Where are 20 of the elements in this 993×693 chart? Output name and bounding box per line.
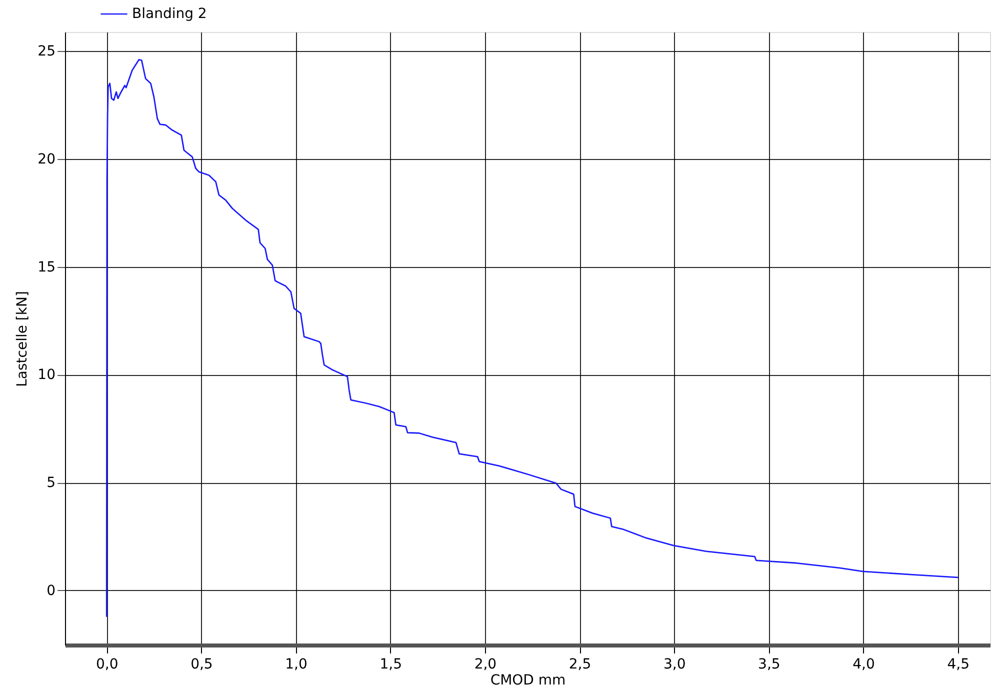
x-tick-label: 2,0 xyxy=(474,656,497,672)
line-series xyxy=(106,58,959,618)
y-tick-label: 15 xyxy=(38,259,56,276)
y-tick-label: 10 xyxy=(38,367,56,384)
y-tick-label: 25 xyxy=(38,43,56,60)
x-tick-label: 1,5 xyxy=(380,656,402,672)
x-tick-label: 4,5 xyxy=(947,656,970,672)
x-tick-label: 0,5 xyxy=(190,656,213,672)
x-tick-label: 1,0 xyxy=(285,656,308,672)
x-tick-label: 3,0 xyxy=(663,656,686,672)
x-tick-label: 4,0 xyxy=(852,656,875,672)
x-tick-label: 0,0 xyxy=(96,656,118,672)
x-tick-label: 2,5 xyxy=(568,656,592,672)
legend-label: Blanding 2 xyxy=(132,6,207,22)
y-tick-label: 0 xyxy=(46,582,56,599)
y-axis-title: Lastcelle [kN] xyxy=(14,291,31,387)
y-tick-label: 20 xyxy=(38,151,56,168)
x-axis-title: CMOD mm xyxy=(490,672,566,688)
x-tick-label: 3,5 xyxy=(758,656,780,672)
y-tick-label: 5 xyxy=(46,475,56,492)
